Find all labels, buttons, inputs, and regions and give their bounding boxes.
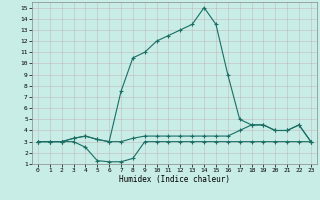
X-axis label: Humidex (Indice chaleur): Humidex (Indice chaleur) [119,175,230,184]
